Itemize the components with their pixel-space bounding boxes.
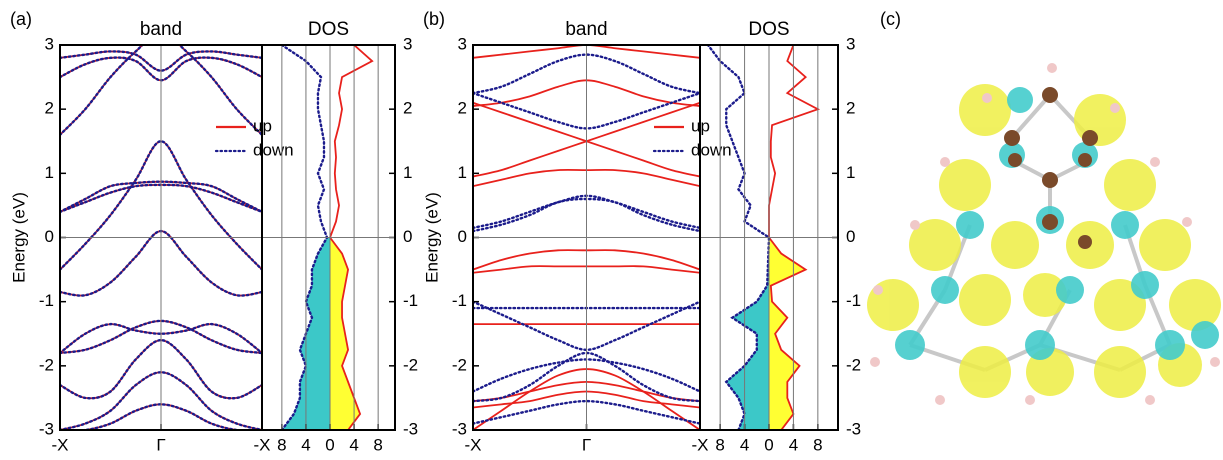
dos-fill [726, 237, 769, 430]
y-tick-label: -1 [403, 291, 418, 310]
panel-label: (a) [10, 9, 32, 29]
chart-title: band [140, 19, 182, 40]
x-tick-label: 4 [789, 435, 798, 454]
legend-label: down [253, 140, 294, 159]
y-tick-label: -2 [403, 355, 418, 374]
chart-title: band [565, 19, 607, 40]
y-tick-label: -1 [846, 291, 861, 310]
x-tick-label: 8 [715, 435, 724, 454]
plot-frame [261, 44, 396, 431]
hydrogen-atoms [870, 63, 1220, 405]
chart-title: DOS [308, 19, 349, 40]
y-tick-label: -1 [39, 291, 54, 310]
y-tick-label: -3 [403, 419, 418, 438]
y-tick-label: 0 [458, 227, 467, 246]
y-tick-label: -1 [452, 291, 467, 310]
y-tick-label: 2 [403, 99, 412, 118]
y-tick-label: 2 [45, 99, 54, 118]
y-tick-label: 3 [458, 34, 467, 53]
y-axis-label: Energy (eV) [422, 192, 441, 283]
y-tick-label: 1 [458, 163, 467, 182]
x-tick-label: 8 [373, 435, 382, 454]
y-tick-label: 0 [45, 227, 54, 246]
x-tick-label: 4 [301, 435, 310, 454]
y-tick-label: 1 [45, 163, 54, 182]
y-axis-label: Energy (eV) [9, 192, 28, 283]
y-tick-label: -3 [39, 419, 54, 438]
x-tick-label: 0 [764, 435, 773, 454]
y-tick-label: 0 [846, 227, 855, 246]
y-tick-label: 2 [846, 99, 855, 118]
x-tick-label: Γ [582, 435, 591, 454]
y-tick-label: -3 [846, 419, 861, 438]
y-tick-label: -2 [452, 355, 467, 374]
x-tick-label: 4 [740, 435, 749, 454]
x-tick-label: -X [254, 435, 271, 454]
yellow-isosurface [867, 84, 1221, 398]
panel-label: (c) [880, 9, 901, 29]
plot-frame [699, 44, 839, 431]
y-tick-label: -3 [452, 419, 467, 438]
y-tick-label: -2 [846, 355, 861, 374]
x-tick-label: 8 [813, 435, 822, 454]
y-tick-label: 3 [846, 34, 855, 53]
carbon-atoms [1004, 87, 1098, 249]
x-tick-label: 0 [325, 435, 334, 454]
y-tick-label: 2 [458, 99, 467, 118]
y-tick-label: 3 [403, 34, 412, 53]
x-tick-label: 8 [277, 435, 286, 454]
band-line [473, 45, 700, 59]
x-tick-label: -X [52, 435, 69, 454]
y-tick-label: -2 [39, 355, 54, 374]
legend-label: down [691, 140, 732, 159]
x-tick-label: Γ [156, 435, 165, 454]
x-tick-label: -X [692, 435, 709, 454]
x-tick-label: -X [465, 435, 482, 454]
y-tick-label: 1 [403, 163, 412, 182]
chart-title: DOS [748, 19, 789, 40]
panel-label: (b) [423, 9, 445, 29]
y-tick-label: 3 [45, 34, 54, 53]
y-tick-label: 1 [846, 163, 855, 182]
dos-fill [769, 237, 806, 430]
x-tick-label: 4 [349, 435, 358, 454]
band-line [60, 45, 262, 137]
y-tick-label: 0 [403, 227, 412, 246]
